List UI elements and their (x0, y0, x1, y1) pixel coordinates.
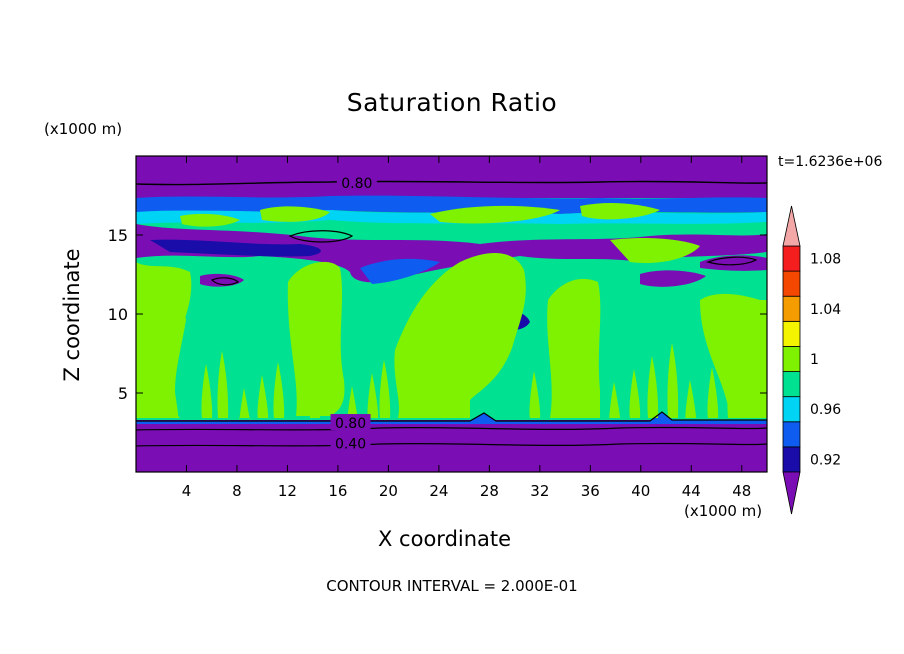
contour-labels: 0.80 0.80 0.40 (330, 173, 377, 453)
field-convective-streak (257, 375, 269, 418)
contour-label: 0.80 (335, 416, 366, 432)
x-tick-label: 24 (429, 482, 448, 500)
colorbar-bottom-triangle (782, 471, 801, 515)
x-tick-label: 44 (682, 482, 701, 500)
colorbar-cell (782, 245, 801, 272)
field-convective-streak (727, 354, 739, 418)
colorbar-label: 1 (810, 352, 819, 368)
z-axis-unit: (x1000 m) (44, 120, 123, 138)
field-convective-streak (201, 364, 213, 418)
colorbar-cell (782, 421, 801, 448)
contour-field (136, 156, 767, 472)
field-convective-streak (239, 388, 251, 421)
colorbar-label: 1.08 (810, 252, 841, 268)
contour-label-backdrop (330, 414, 371, 431)
field-moist-region (287, 261, 345, 416)
field-convective-streak (743, 341, 755, 418)
field-upper-navy-patch (150, 239, 321, 257)
contour-line-closed (706, 256, 758, 266)
field-moist-region (430, 205, 560, 224)
contour-label: 0.40 (335, 437, 366, 453)
contour-line-closed (288, 230, 354, 243)
field-convective-streak (379, 360, 391, 418)
y-tick-label: 15 (108, 226, 128, 245)
x-tick-label: 16 (328, 482, 347, 500)
field-moist-region (580, 203, 660, 220)
field-convective-streak (609, 382, 621, 419)
contour-line-lower-2 (136, 442, 767, 447)
contour-label-backdrop (336, 173, 377, 190)
contour-line-upper (136, 180, 767, 186)
x-tick-label: 8 (232, 482, 242, 500)
field-convective-streak (309, 349, 321, 418)
field-moist-region (547, 278, 601, 418)
field-moist-region (610, 238, 700, 264)
contour-line-lower-1 (136, 426, 767, 431)
field-convective-streak (629, 369, 641, 418)
colorbar-label: 0.96 (810, 402, 841, 418)
x-tick-label: 36 (581, 482, 600, 500)
colorbar-label: 1.04 (810, 302, 841, 318)
colorbar-cell (782, 346, 801, 372)
x-axis-ticks: 4 8 12 16 20 24 28 32 36 40 44 48 (182, 156, 751, 500)
field-convective-streak (443, 384, 455, 419)
field-convective-streak (529, 371, 541, 418)
x-tick-label: 4 (182, 482, 192, 500)
contour-interval-note: CONTOUR INTERVAL = 2.000E-01 (326, 577, 578, 595)
chart-title: Saturation Ratio (346, 88, 558, 117)
field-convective-streak (167, 377, 179, 418)
field-convective-streak (685, 380, 697, 419)
contour-line-closed (210, 277, 240, 286)
field-convective-streak (667, 343, 679, 418)
x-tick-label: 20 (379, 482, 398, 500)
field-convective-streak (707, 367, 719, 418)
colorbar: 1.08 1.04 1 0.96 0.92 (782, 205, 841, 515)
colorbar-cell (782, 295, 801, 322)
field-convective-streak (419, 347, 431, 418)
time-label: t=1.6236e+06 (778, 154, 883, 170)
field-convective-streak (151, 340, 163, 418)
field-convective-streak (217, 351, 229, 418)
colorbar-label: 0.92 (810, 452, 841, 468)
x-tick-label: 40 (631, 482, 650, 500)
y-tick-label: 10 (108, 305, 128, 324)
x-axis-unit: (x1000 m) (684, 502, 763, 520)
y-axis-ticks: 5 10 15 (108, 226, 767, 403)
field-convective-streak (647, 356, 659, 418)
colorbar-cell (782, 320, 801, 347)
field-right-dry-patch (640, 270, 706, 287)
field-convective-streak (367, 373, 379, 418)
x-tick-label: 32 (530, 482, 549, 500)
colorbar-top-triangle (782, 205, 801, 247)
contour-line-lower-edge (136, 411, 767, 422)
x-tick-label: 28 (480, 482, 499, 500)
contour-label: 0.80 (341, 176, 372, 192)
contour-lines (136, 180, 767, 447)
x-tick-label: 48 (732, 482, 751, 500)
field-convective-streak (273, 362, 285, 418)
field-upper-dry-layer (136, 156, 767, 198)
colorbar-cell (782, 270, 801, 297)
colorbar-cell (782, 446, 801, 473)
field-moist-region (260, 206, 330, 222)
x-tick-label: 12 (278, 482, 297, 500)
contour-label-backdrop (330, 434, 371, 451)
field-convective-streak (347, 386, 359, 420)
y-tick-label: 5 (118, 384, 128, 403)
colorbar-cell (782, 371, 801, 398)
field-upper-blue-patch (360, 258, 440, 284)
field-moist-region (180, 213, 240, 227)
x-axis-label: X coordinate (378, 527, 512, 551)
colorbar-cell (782, 396, 801, 423)
field-convective-streak (579, 345, 591, 418)
field-upper-purple-layer (136, 224, 767, 283)
field-convective-streak (561, 358, 573, 418)
